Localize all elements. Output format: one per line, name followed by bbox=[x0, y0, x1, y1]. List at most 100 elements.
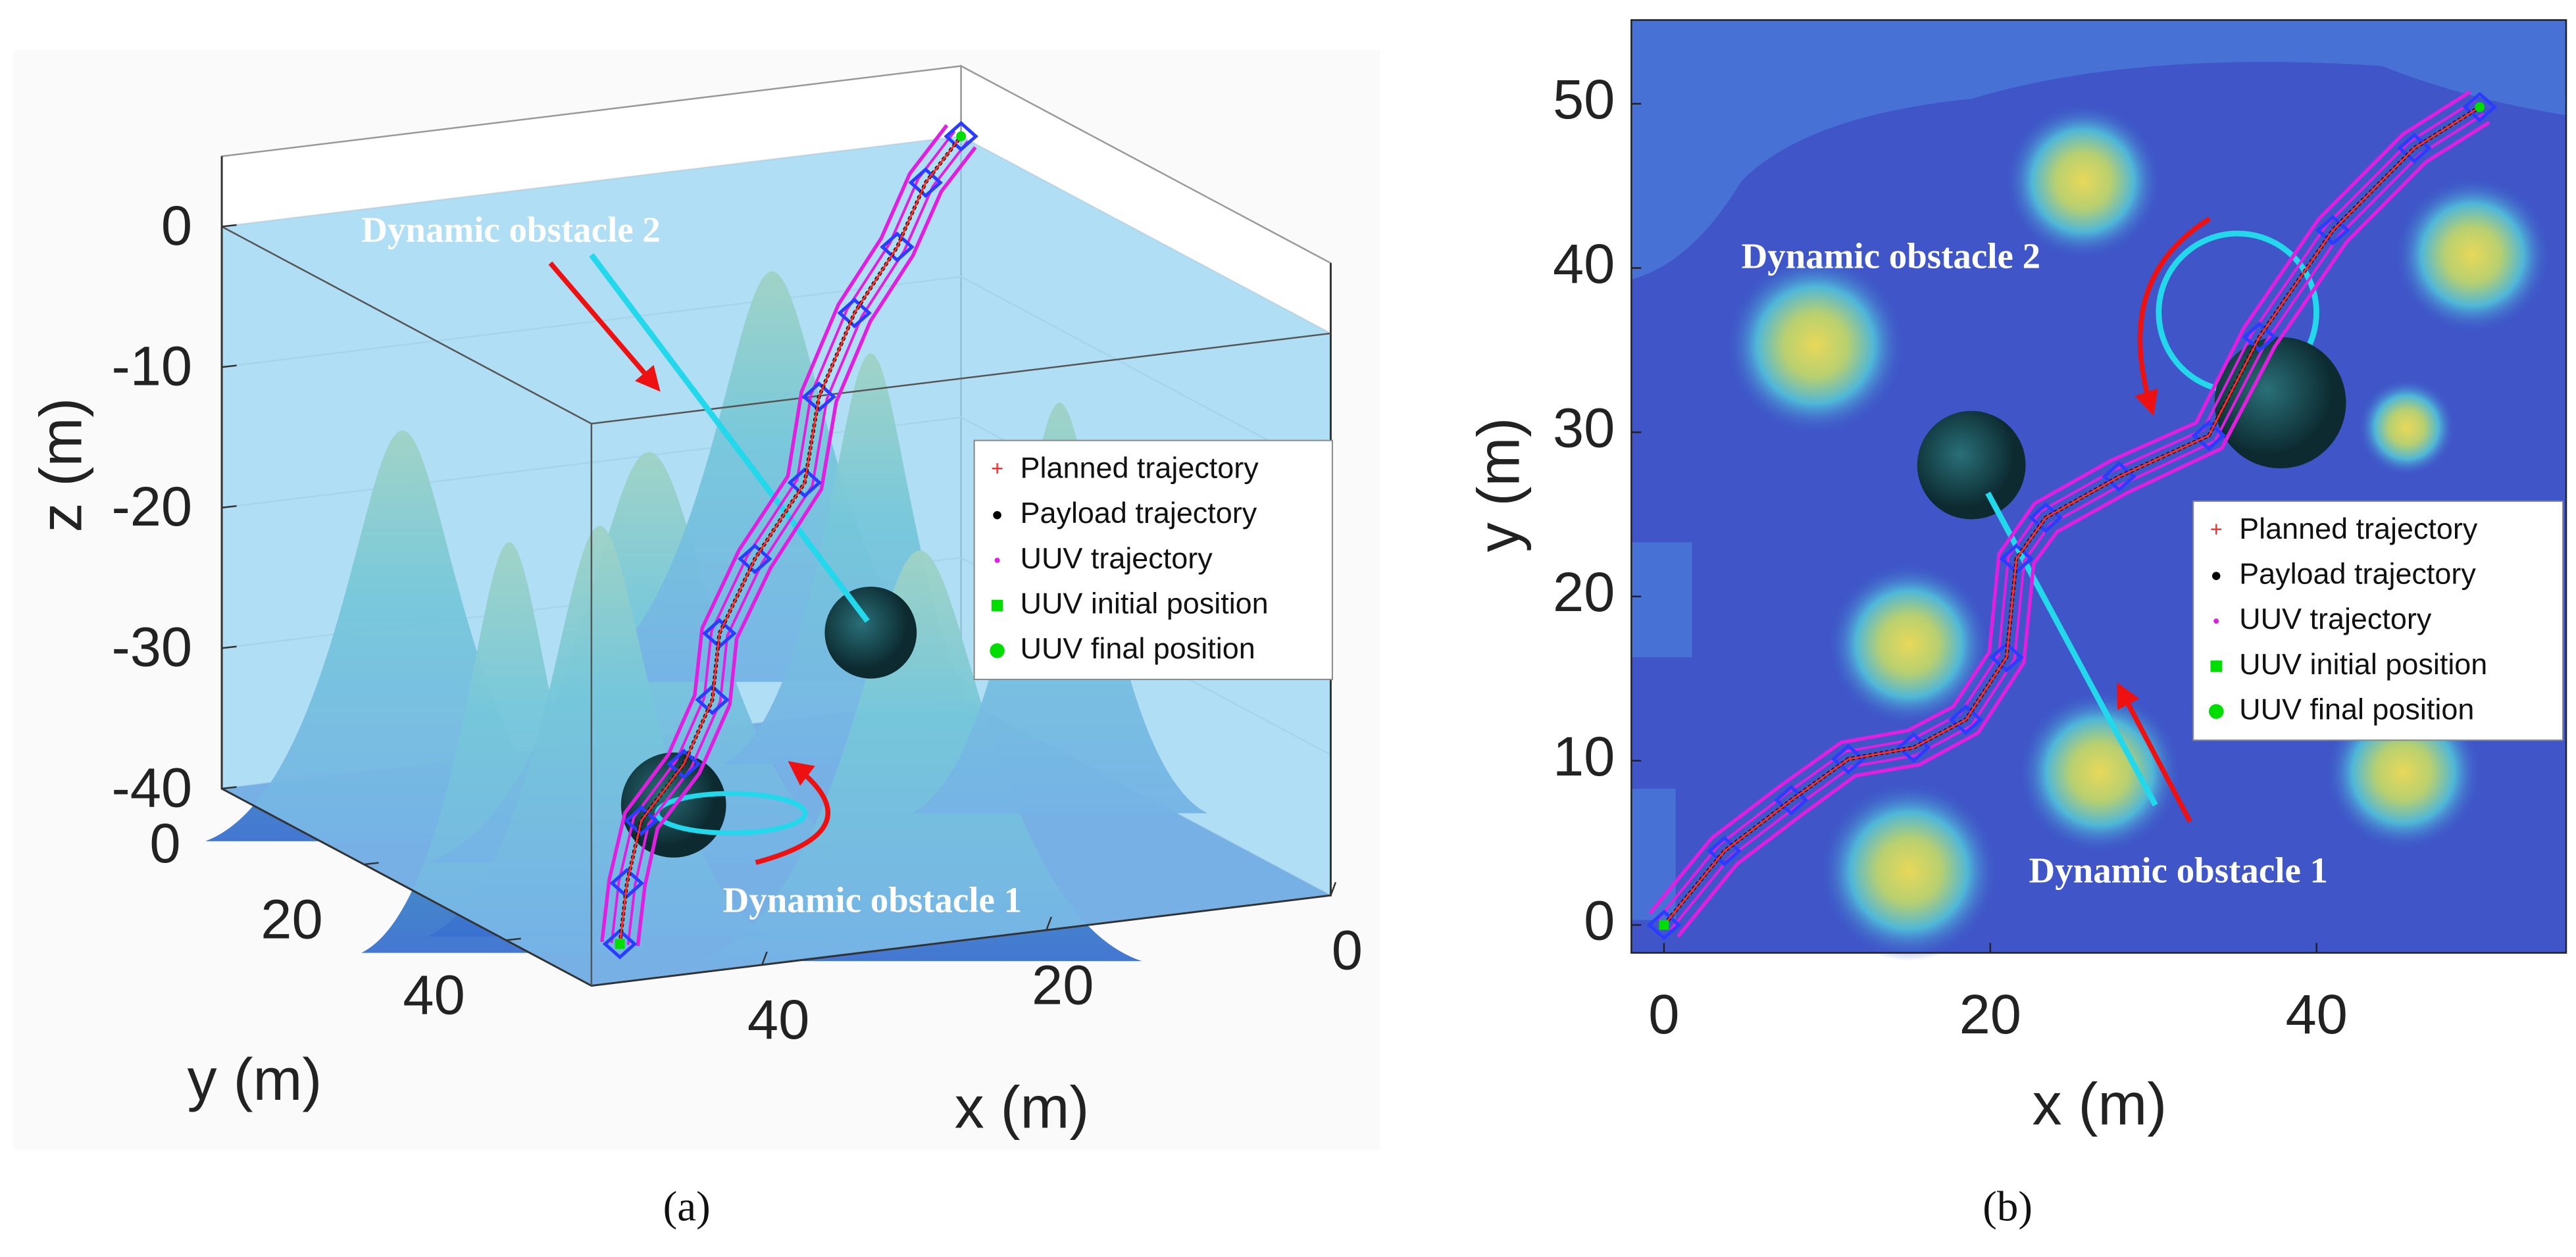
uuv-envelope bbox=[626, 140, 969, 945]
legend-symbol bbox=[2208, 704, 2224, 719]
uuv-body bbox=[1831, 743, 1866, 775]
annotation: Dynamic obstacle 1 bbox=[723, 879, 1022, 920]
terrain-peak bbox=[2017, 690, 2182, 854]
panel-a: -40 -30 -20 -10 0 0 20 40 0 20 40 z (m) x (m) y (m) Dy… bbox=[29, 64, 1363, 1231]
arrow bbox=[548, 261, 661, 392]
arrow bbox=[2134, 216, 2211, 416]
z-tick-label: -40 bbox=[111, 756, 192, 818]
terrain-peak bbox=[1818, 780, 2000, 962]
uuv-envelope bbox=[1648, 90, 2471, 915]
z-tick bbox=[221, 364, 237, 368]
y-tick-label: 20 bbox=[1553, 560, 1615, 623]
uuv-envelope bbox=[1677, 120, 2490, 938]
terrain-peak bbox=[1725, 255, 1906, 436]
y-axis-label: y (m) bbox=[1466, 418, 1532, 553]
uuv-body bbox=[1948, 704, 1983, 735]
uuv-envelope bbox=[1669, 112, 2485, 931]
x-tick-label: 20 bbox=[1959, 983, 2021, 1045]
y-tick bbox=[506, 937, 521, 941]
y-axis-label: y (m) bbox=[188, 1047, 322, 1113]
y-tick-label: 10 bbox=[1553, 725, 1615, 787]
obstacle-2 bbox=[824, 586, 917, 679]
legend-box bbox=[973, 439, 1333, 680]
x-tick-label: 20 bbox=[1032, 953, 1094, 1016]
legend-label: Payload trajectory bbox=[2239, 556, 2476, 590]
final-position bbox=[2475, 102, 2485, 112]
terrain-peak bbox=[2393, 176, 2552, 334]
legend-label: UUV initial position bbox=[2239, 647, 2487, 681]
x-axis-label: x (m) bbox=[2033, 1072, 2167, 1138]
annotation: Dynamic obstacle 2 bbox=[1742, 236, 2040, 276]
z-tick-label: 0 bbox=[161, 194, 192, 257]
x-tick bbox=[1046, 916, 1052, 931]
uuv-body bbox=[801, 381, 836, 412]
legend-symbol bbox=[2213, 618, 2219, 624]
x-axis-label: x (m) bbox=[955, 1075, 1090, 1141]
final-position bbox=[956, 131, 967, 141]
z-tick bbox=[221, 645, 237, 649]
terrain-peak bbox=[2004, 102, 2162, 260]
z-tick-label: -30 bbox=[111, 616, 192, 678]
uuv-body bbox=[2462, 91, 2497, 123]
x-tick-label: 40 bbox=[2285, 983, 2347, 1045]
z-tick bbox=[221, 505, 237, 508]
uuv-body bbox=[702, 618, 737, 649]
terrain-peak bbox=[2357, 378, 2456, 477]
z-axis-label: z (m) bbox=[29, 398, 95, 533]
uuv-body bbox=[1999, 543, 2034, 574]
uuv-body bbox=[1646, 909, 1682, 941]
y-tick bbox=[364, 862, 379, 866]
z-tick-label: -10 bbox=[111, 335, 192, 397]
uuv-body bbox=[1896, 732, 1931, 763]
uuv-envelope bbox=[600, 124, 949, 943]
panel-label: (b) bbox=[1983, 1183, 2033, 1231]
y-tick-label: 30 bbox=[1553, 397, 1615, 459]
shallow-region bbox=[1631, 542, 1692, 920]
y-tick-label: 50 bbox=[1553, 68, 1615, 130]
z-tick bbox=[221, 224, 237, 228]
uuv-body bbox=[624, 805, 659, 836]
uuv-body bbox=[2102, 461, 2136, 492]
initial-position bbox=[1659, 920, 1669, 930]
x-tick-label: 40 bbox=[747, 988, 809, 1050]
planned-trajectory bbox=[1663, 106, 2481, 926]
legend-label: UUV trajectory bbox=[2239, 602, 2432, 635]
legend-symbol bbox=[991, 599, 1003, 612]
plot-frame bbox=[1630, 19, 2567, 954]
legend-label: UUV final position bbox=[1021, 631, 1255, 665]
y-tick-label: 0 bbox=[149, 812, 180, 874]
legend-label: Planned trajectory bbox=[1021, 451, 1259, 484]
obstacle-path bbox=[589, 253, 870, 623]
annotation: Dynamic obstacle 1 bbox=[2029, 850, 2328, 890]
legend-label: UUV initial position bbox=[1021, 586, 1269, 620]
uuv-body bbox=[609, 868, 645, 899]
y-tick-label: 40 bbox=[1553, 232, 1615, 295]
uuv-envelope bbox=[1656, 99, 2477, 921]
panel-label: (a) bbox=[663, 1183, 711, 1231]
uuv-body bbox=[2397, 132, 2432, 164]
legend-label: UUV final position bbox=[2239, 692, 2474, 726]
uuv-envelope bbox=[636, 146, 977, 947]
arrow bbox=[2117, 682, 2192, 823]
y-tick-label: 40 bbox=[403, 964, 465, 1026]
legend-label: Planned trajectory bbox=[2239, 512, 2478, 545]
obstacle-2 bbox=[2214, 337, 2346, 469]
uuv-body bbox=[602, 928, 638, 960]
y-tick bbox=[221, 786, 237, 790]
uuv-body bbox=[2191, 420, 2227, 451]
x-tick-label: 0 bbox=[1648, 983, 1679, 1045]
annotation: Dynamic obstacle 2 bbox=[361, 210, 660, 250]
legend-symbol: + bbox=[991, 456, 1003, 480]
obstacle-1 bbox=[1917, 410, 2026, 520]
panel-b: 0 20 40 0 10 20 30 40 50 x (m) y (m) Dynamic obstac… bbox=[1466, 19, 2567, 1231]
shallow-region bbox=[1631, 20, 2567, 280]
uuv-body bbox=[1707, 835, 1742, 867]
legend-symbol bbox=[993, 510, 1001, 520]
y-tick-label: 20 bbox=[261, 887, 322, 950]
planned-trajectory bbox=[619, 136, 962, 945]
y-tick-label: 0 bbox=[1584, 889, 1615, 952]
legend-symbol bbox=[2211, 572, 2221, 580]
arrow bbox=[755, 760, 830, 865]
z-tick-label: -20 bbox=[111, 475, 192, 537]
